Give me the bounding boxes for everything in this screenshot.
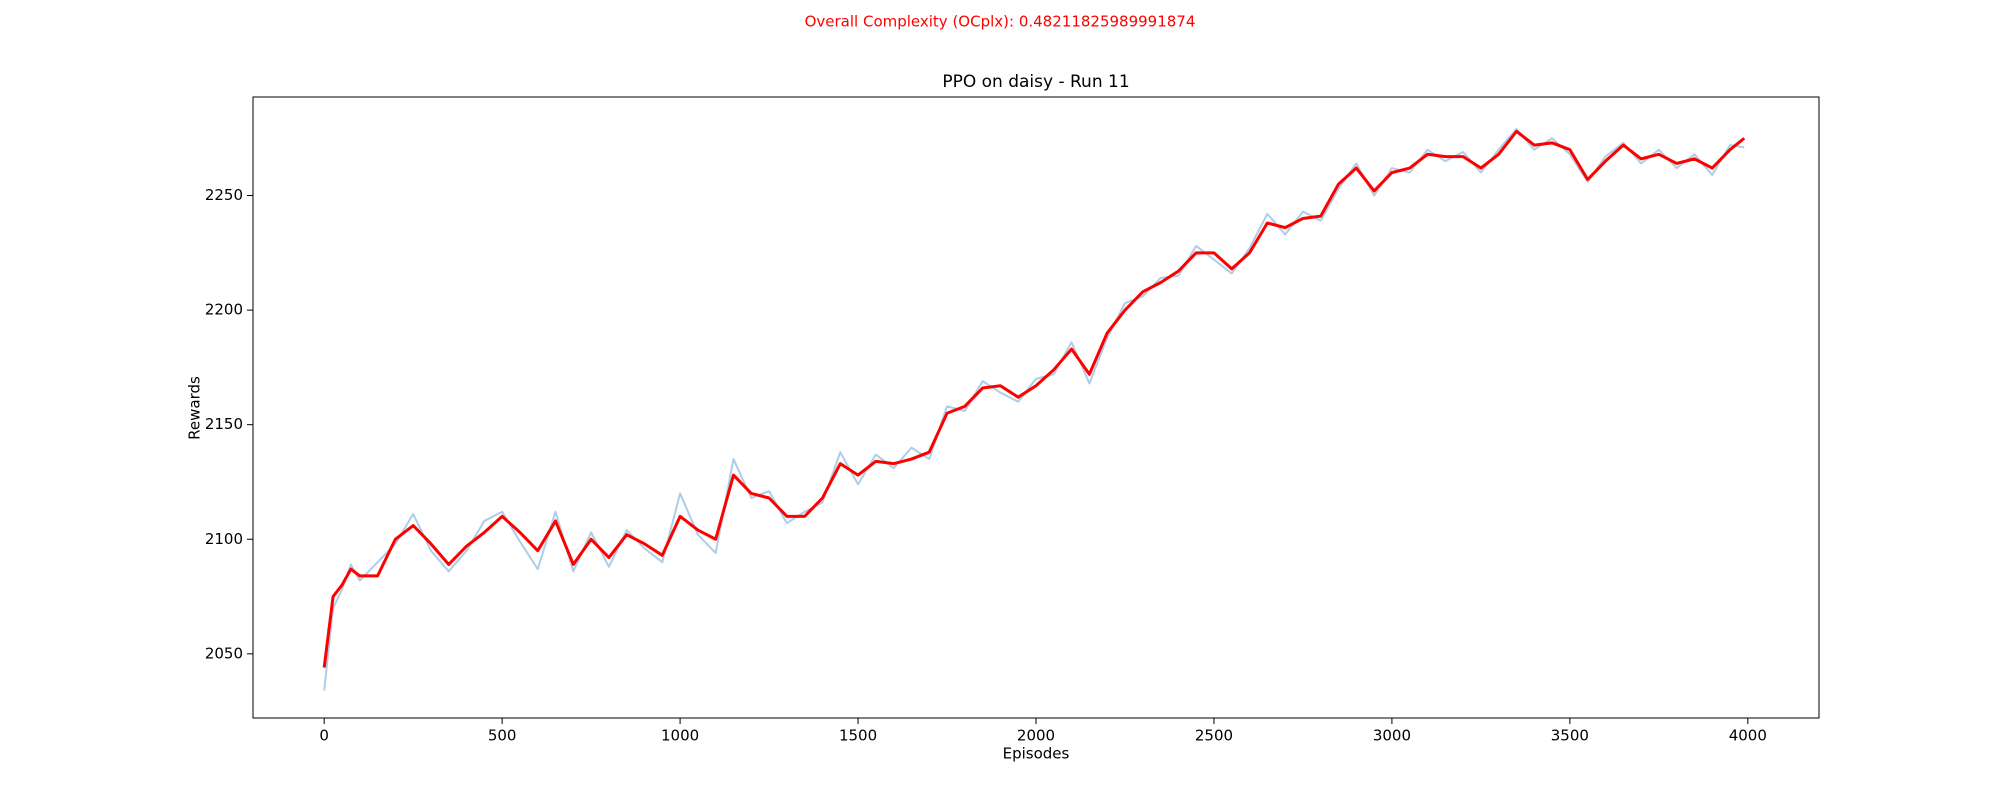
y-tick-label: 2200: [205, 301, 243, 319]
x-tick-label: 1500: [839, 727, 877, 745]
x-tick-label: 3000: [1373, 727, 1411, 745]
x-tick-label: 500: [488, 727, 517, 745]
series-line: [323, 128, 1745, 691]
y-axis-label: Rewards: [186, 376, 204, 440]
x-tick-label: 3500: [1551, 727, 1589, 745]
plot-frame: [252, 96, 1820, 719]
suptitle: Overall Complexity (OCplx): 0.4821182598…: [805, 13, 1196, 31]
x-tick-label: 2000: [1017, 727, 1055, 745]
x-tick-label: 4000: [1729, 727, 1767, 745]
chart-title: PPO on daisy - Run 11: [942, 72, 1129, 92]
y-tick-label: 2050: [205, 644, 243, 662]
y-tick-label: 2250: [205, 186, 243, 204]
x-tick-label: 2500: [1195, 727, 1233, 745]
y-tick-label: 2150: [205, 415, 243, 433]
x-tick-label: 1000: [661, 727, 699, 745]
series-line: [322, 129, 1746, 668]
x-axis-label: Episodes: [1003, 745, 1070, 763]
x-tick-label: 0: [319, 727, 329, 745]
y-tick-label: 2100: [205, 530, 243, 548]
